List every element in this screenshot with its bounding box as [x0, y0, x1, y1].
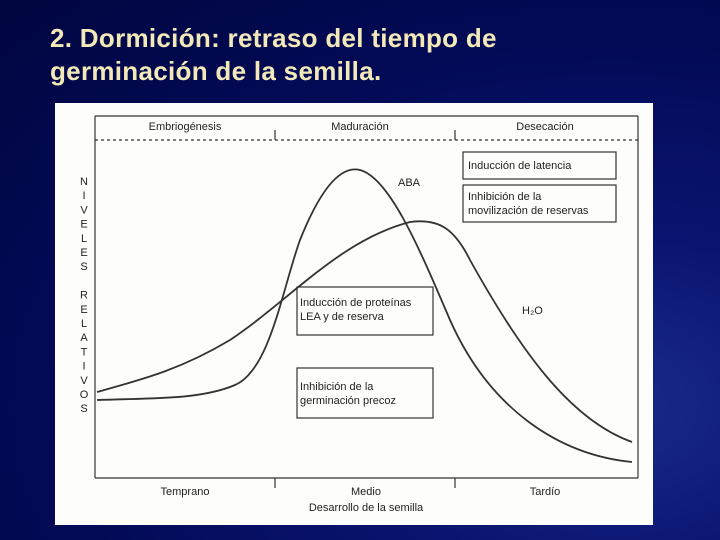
stage-label: Temprano: [161, 486, 210, 498]
stage-label: Tardío: [530, 486, 561, 498]
title-line: 2. Dormición: retraso del tiempo de: [50, 23, 497, 53]
stage-label: Medio: [351, 486, 381, 498]
box-text: LEA y de reserva: [300, 311, 385, 323]
phase-label: Maduración: [331, 121, 388, 133]
curve-label: ABA: [398, 177, 421, 189]
image-panel: [55, 103, 653, 525]
phase-label: Embriogénesis: [149, 121, 222, 133]
box-text: Inducción de proteínas: [300, 297, 412, 309]
y-axis-label: NIVELES RELATIVOS: [78, 176, 90, 418]
curve-label: H₂O: [522, 305, 543, 317]
frame: [94, 115, 639, 488]
title-line: germinación de la semilla.: [50, 56, 382, 86]
phase-label: Desecación: [516, 121, 573, 133]
box-text: movilización de reservas: [468, 205, 589, 217]
x-axis-label: Desarrollo de la semilla: [309, 502, 424, 514]
box-text: Inducción de latencia: [468, 160, 572, 172]
box-text: Inhibición de la: [300, 381, 374, 393]
box-text: Inhibición de la: [468, 191, 542, 203]
box-text: germinación precoz: [300, 395, 396, 407]
title: 2. Dormición: retraso del tiempo de germ…: [50, 22, 497, 88]
